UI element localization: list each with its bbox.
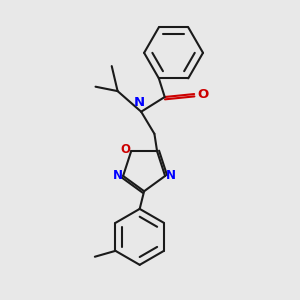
Text: N: N bbox=[134, 96, 145, 110]
Text: N: N bbox=[165, 169, 176, 182]
Text: N: N bbox=[113, 169, 123, 182]
Text: O: O bbox=[121, 143, 131, 156]
Text: O: O bbox=[197, 88, 208, 100]
